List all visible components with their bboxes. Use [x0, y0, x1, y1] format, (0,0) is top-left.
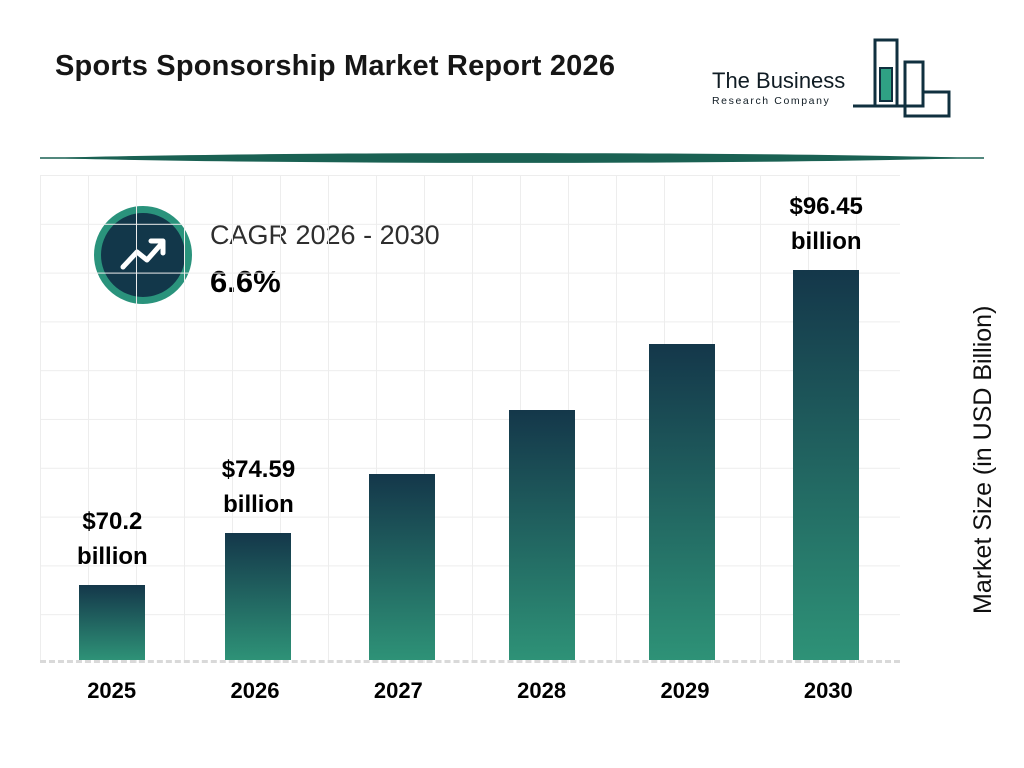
bar	[509, 410, 576, 660]
bar-column: $70.2 billion	[77, 505, 148, 660]
y-axis-label: Market Size (in USD Billion)	[969, 305, 997, 615]
bar	[79, 585, 146, 660]
x-tick-label: 2030	[803, 678, 853, 703]
bar-value-label: $70.2 billion	[77, 508, 148, 571]
x-tick-label: 2028	[517, 678, 567, 703]
chart-plot-area: $70.2 billion $74.59 billion $96.45 billion	[40, 175, 900, 663]
bar	[793, 270, 860, 660]
x-tick-label: 2025	[87, 678, 137, 703]
logo-line2: Research Company	[712, 95, 831, 107]
x-axis-ticks: 2025 2026 2027 2028 2029 2030	[40, 678, 900, 704]
bar-column	[369, 474, 436, 660]
bar-column	[509, 410, 576, 660]
logo-text: The Business Research Company	[712, 68, 845, 107]
bar-value-label: $96.45 billion	[789, 193, 863, 256]
logo-bar-chart-icon	[853, 38, 951, 118]
bar	[369, 474, 436, 660]
bar-column	[649, 344, 716, 660]
section-divider	[40, 153, 984, 163]
page-title: Sports Sponsorship Market Report 2026	[55, 50, 616, 82]
x-tick-label: 2027	[373, 678, 423, 703]
company-logo: The Business Research Company	[712, 34, 992, 130]
logo-line1: The Business	[712, 68, 846, 93]
bar	[649, 344, 716, 660]
bar-column: $96.45 billion	[789, 190, 863, 660]
bars-row: $70.2 billion $74.59 billion $96.45 billion	[40, 175, 900, 660]
bar-value-label: $74.59 billion	[221, 456, 296, 519]
bar-column: $74.59 billion	[222, 453, 295, 660]
x-tick-label: 2026	[230, 678, 280, 703]
x-tick-label: 2029	[660, 678, 710, 703]
bar	[225, 533, 292, 660]
